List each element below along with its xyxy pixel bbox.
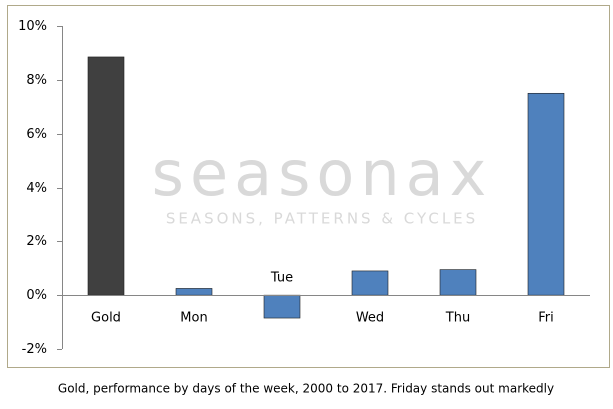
y-tick-label: 4% [26,181,47,196]
watermark: seasonax [152,137,493,210]
y-tick-label: 6% [26,127,47,142]
bar [175,288,213,296]
bar [351,270,389,296]
y-tick-label: 8% [26,73,47,88]
caption: Gold, performance by days of the week, 2… [58,382,554,396]
bar [439,269,477,296]
x-tick-label: Wed [356,311,384,326]
y-tick-label: 0% [26,288,47,303]
bar [527,92,565,296]
bar [263,294,301,319]
watermark-tagline: SEASONS, PATTERNS & CYCLES [166,210,478,228]
x-tick-label: Mon [180,311,207,326]
y-tick-label: 10% [18,19,47,34]
y-tick-label: -2% [22,342,47,357]
x-tick-label: Tue [270,271,293,286]
bar [87,56,125,296]
x-tick-label: Thu [445,311,470,326]
y-tick-label: 2% [26,234,47,249]
x-tick-label: Fri [538,311,554,326]
x-tick-label: Gold [91,311,121,326]
